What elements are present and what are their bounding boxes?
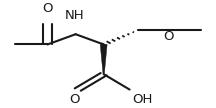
Text: O: O xyxy=(163,30,174,43)
Text: O: O xyxy=(69,93,80,106)
Text: O: O xyxy=(42,2,53,15)
Polygon shape xyxy=(100,44,107,74)
Text: NH: NH xyxy=(65,9,84,22)
Text: OH: OH xyxy=(132,93,152,106)
